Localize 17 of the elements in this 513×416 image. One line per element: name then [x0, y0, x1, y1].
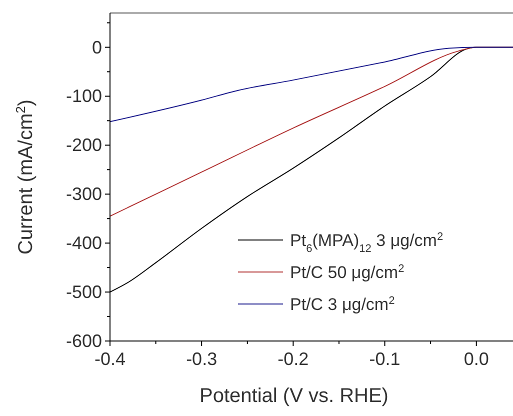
x-tick-label: -0.1 [369, 349, 400, 369]
y-tick-label: -100 [66, 86, 102, 106]
y-tick-label: -600 [66, 331, 102, 351]
x-tick-label: -0.3 [186, 349, 218, 369]
y-tick-label: -400 [66, 233, 102, 254]
y-tick-label: -300 [66, 184, 102, 204]
y-tick-label: -200 [66, 135, 102, 156]
legend-label: Pt/C 50 μg/cm$^{2}$ [290, 263, 404, 282]
y-tick-label: 0 [92, 37, 102, 58]
legend-label: Pt$_{6}$(MPA)$_{12}$ 3 μg/cm$^{2}$ [290, 231, 444, 255]
line-series [110, 46, 513, 122]
x-tick-label: -0.4 [94, 349, 126, 369]
legend-label: Pt/C 3 μg/cm$^{2}$ [290, 295, 395, 314]
text: 0.0 [464, 349, 489, 369]
y-tick-label: -500 [66, 282, 102, 302]
x-axis-title: Potential (V vs. RHE) [200, 385, 388, 407]
x-tick-label: -0.2 [278, 349, 309, 369]
